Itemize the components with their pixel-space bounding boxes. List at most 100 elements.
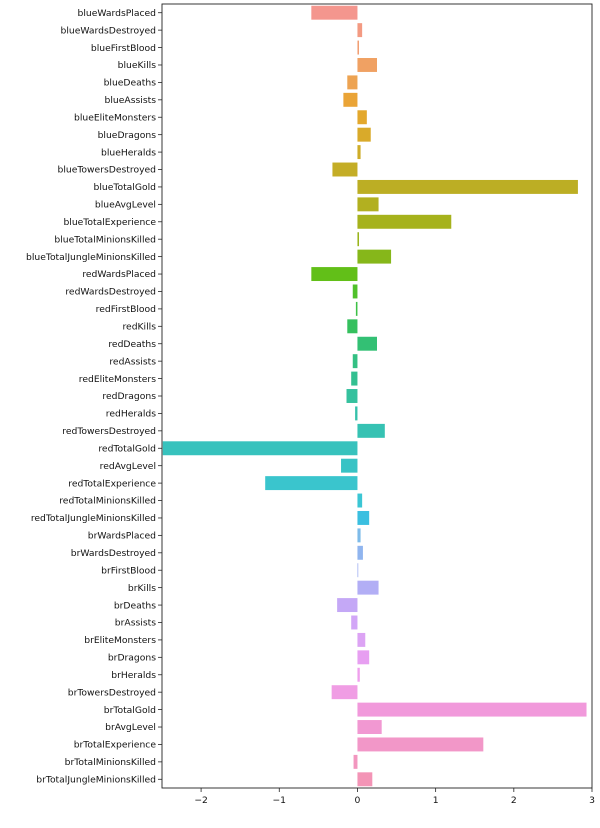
y-tick-label: redWardsPlaced [82, 269, 156, 280]
bar-brWardsPlaced [357, 528, 361, 543]
bar-redDragons [346, 389, 358, 403]
y-tick-label: blueWardsPlaced [78, 8, 156, 19]
y-tick-label: brAssists [115, 618, 156, 629]
bar-blueHeralds [357, 145, 361, 160]
bar-redWardsPlaced [311, 267, 358, 282]
plot-frame [161, 3, 593, 789]
bar-redAssists [352, 354, 358, 369]
bar-brAssists [351, 615, 358, 630]
y-tick-label: blueTotalJungleMinionsKilled [26, 252, 156, 263]
y-tick-label: redKills [122, 322, 156, 333]
y-tick-label: blueHeralds [101, 147, 156, 158]
y-tick-label: blueDeaths [104, 78, 157, 89]
y-tick-label: blueKills [118, 60, 157, 71]
bar-redFirstBlood [355, 301, 358, 316]
y-tick-label: blueAssists [105, 95, 157, 106]
bar-blueWardsPlaced [311, 5, 358, 20]
bar-redDeaths [357, 336, 377, 351]
bar-brAvgLevel [357, 720, 382, 734]
bar-blueEliteMonsters [357, 110, 367, 125]
y-tick-label: redTotalGold [98, 443, 156, 454]
y-tick-label: brHeralds [111, 670, 156, 681]
bar-blueAvgLevel [357, 197, 379, 212]
y-tick-label: blueAvgLevel [95, 200, 156, 211]
bar-redKills [347, 319, 358, 334]
bar-brKills [357, 580, 379, 595]
x-tick-label: 3 [589, 795, 595, 806]
bar-redTotalJungleMinionsKilled [357, 510, 370, 525]
bar-brEliteMonsters [357, 632, 366, 647]
bars-layer [162, 5, 587, 787]
y-tick-label: brTotalJungleMinionsKilled [36, 774, 156, 785]
y-tick-label: blueDragons [98, 130, 157, 141]
bar-brDragons [357, 650, 370, 665]
bar-blueTotalMinionsKilled [357, 232, 360, 247]
y-tick-label: blueWardsDestroyed [61, 25, 156, 36]
y-tick-label: brTowersDestroyed [68, 687, 156, 698]
y-tick-label: blueTotalMinionsKilled [54, 234, 156, 245]
y-tick-label: brDeaths [114, 600, 156, 611]
bar-brTotalJungleMinionsKilled [357, 772, 373, 787]
y-tick-label: redDragons [102, 391, 156, 402]
bar-blueTotalJungleMinionsKilled [357, 249, 392, 264]
y-tick-label: redAvgLevel [100, 461, 156, 472]
bar-blueKills [357, 58, 377, 72]
y-tick-label: redDeaths [108, 339, 156, 350]
bar-brFirstBlood [357, 563, 359, 578]
y-tick-label: brTotalExperience [74, 740, 157, 751]
x-tick-label: 1 [433, 795, 439, 806]
bar-redTotalExperience [265, 476, 358, 491]
bar-redTowersDestroyed [357, 423, 385, 438]
y-tick-label: redTowersDestroyed [62, 426, 156, 437]
bar-blueDragons [357, 127, 371, 142]
y-tick-label: brWardsDestroyed [71, 548, 156, 559]
y-tick-label: blueTowersDestroyed [58, 165, 157, 176]
bar-brTotalMinionsKilled [353, 754, 358, 769]
x-tick-label: 0 [355, 795, 361, 806]
y-tick-label: redHeralds [106, 409, 156, 420]
x-tick-label: −1 [272, 795, 286, 806]
x-tick-label: −2 [194, 795, 208, 806]
y-tick-label: blueTotalGold [94, 182, 156, 193]
y-tick-label: brDragons [108, 653, 156, 664]
bar-redEliteMonsters [351, 371, 358, 386]
y-tick-label: brFirstBlood [101, 565, 156, 576]
y-tick-label: blueTotalExperience [63, 217, 156, 228]
bar-brTotalExperience [357, 737, 484, 752]
y-tick-label: brWardsPlaced [88, 531, 156, 542]
bar-blueTotalGold [357, 179, 578, 194]
y-tick-label: redWardsDestroyed [65, 287, 156, 298]
y-tick-label: brEliteMonsters [84, 635, 156, 646]
y-tick-label: blueFirstBlood [91, 43, 156, 54]
axis-layer [158, 3, 593, 792]
bar-redTotalMinionsKilled [357, 493, 363, 508]
y-tick-label: redTotalJungleMinionsKilled [31, 513, 156, 524]
bar-redHeralds [355, 406, 358, 421]
y-tick-label: redFirstBlood [96, 304, 156, 315]
bar-brTotalGold [357, 702, 587, 717]
bar-brHeralds [357, 667, 360, 682]
y-tick-label: brTotalGold [104, 705, 156, 716]
bar-redAvgLevel [341, 458, 358, 473]
y-tick-label: redAssists [109, 356, 156, 367]
labels-layer: blueWardsPlaced blueWardsDestroyed blueFir… [26, 8, 595, 806]
bar-blueAssists [343, 92, 358, 107]
bar-brDeaths [337, 598, 358, 613]
bar-redTotalGold [162, 441, 358, 456]
y-tick-label: brAvgLevel [105, 722, 156, 733]
y-tick-label: blueEliteMonsters [74, 112, 156, 123]
bar-blueWardsDestroyed [357, 23, 363, 38]
y-tick-label: redEliteMonsters [79, 374, 156, 385]
bar-blueTotalExperience [357, 214, 452, 229]
bar-blueDeaths [347, 75, 358, 90]
y-tick-label: redTotalExperience [68, 478, 156, 489]
bar-brWardsDestroyed [357, 545, 363, 560]
y-tick-label: redTotalMinionsKilled [59, 496, 156, 507]
bar-blueTowersDestroyed [332, 162, 358, 177]
y-tick-label: brKills [128, 583, 156, 594]
y-tick-label: brTotalMinionsKilled [65, 757, 156, 768]
bar-redWardsDestroyed [352, 284, 358, 299]
bar-blueFirstBlood [357, 40, 360, 55]
